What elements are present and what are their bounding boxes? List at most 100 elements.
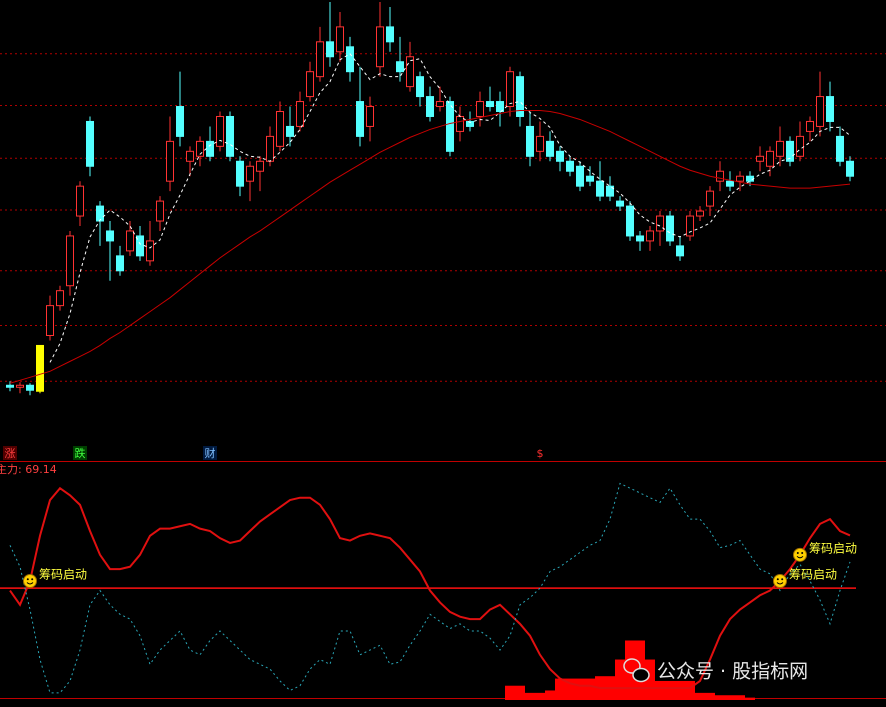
smiley-icon bbox=[793, 547, 807, 562]
candle-body bbox=[176, 106, 184, 137]
histogram-bar bbox=[725, 695, 735, 700]
candle-body bbox=[816, 96, 824, 127]
smiley-icon bbox=[23, 574, 37, 588]
smiley-icon bbox=[773, 574, 787, 588]
candle-body bbox=[306, 71, 314, 98]
candle-body bbox=[426, 96, 434, 117]
candle-body bbox=[216, 115, 224, 147]
candle-body bbox=[606, 185, 614, 197]
candle-body bbox=[46, 305, 54, 336]
histogram-bar bbox=[545, 690, 555, 700]
candle-body bbox=[736, 175, 744, 182]
histogram-bar bbox=[655, 680, 665, 700]
watermark-text: 公众号 · 股指标网 bbox=[657, 661, 808, 683]
candle-body bbox=[226, 115, 234, 157]
candle-body bbox=[506, 71, 514, 108]
candle-body bbox=[496, 101, 504, 113]
candle-body bbox=[526, 125, 534, 157]
candle-body bbox=[256, 160, 264, 172]
candle-body bbox=[766, 150, 774, 167]
candle-body bbox=[556, 150, 564, 162]
candle-body bbox=[56, 290, 64, 307]
candle-body bbox=[206, 140, 214, 157]
annotation: 筹码启动 bbox=[793, 541, 857, 562]
smiley-eye bbox=[776, 578, 779, 581]
candle-body bbox=[786, 140, 794, 162]
histogram-bar bbox=[685, 680, 695, 700]
candle-body bbox=[666, 215, 674, 242]
candle-body bbox=[756, 155, 764, 162]
candle-body bbox=[116, 255, 124, 272]
candle-body bbox=[836, 135, 844, 162]
smiley-eye bbox=[781, 578, 784, 581]
watermark-icon bbox=[632, 667, 650, 683]
histogram-bar bbox=[715, 695, 725, 700]
smiley-mouth bbox=[26, 582, 34, 585]
marker-background bbox=[3, 446, 17, 460]
candle-body bbox=[246, 165, 254, 182]
candle-body bbox=[26, 384, 34, 391]
candle-body bbox=[126, 230, 134, 252]
candle-body bbox=[726, 180, 734, 187]
histogram-bar bbox=[565, 678, 575, 700]
candle-body bbox=[396, 61, 404, 73]
candle-body bbox=[546, 140, 554, 157]
marker-background bbox=[533, 446, 547, 460]
candle-body bbox=[706, 190, 714, 207]
watermark-icon bbox=[623, 658, 641, 674]
histogram-bar bbox=[665, 680, 675, 700]
histogram-bar bbox=[745, 697, 755, 700]
annotation: 筹码启动 bbox=[773, 568, 837, 588]
candle-body bbox=[456, 115, 464, 132]
candle-body bbox=[776, 140, 784, 157]
indicator-label: 主力: 69.14 bbox=[0, 463, 57, 476]
smiley-eye bbox=[31, 578, 34, 581]
candle-body bbox=[466, 120, 474, 127]
candle-body bbox=[36, 344, 44, 392]
candle-body bbox=[596, 180, 604, 197]
indicator-line bbox=[9, 486, 851, 690]
candle-body bbox=[76, 185, 84, 217]
candle-body bbox=[156, 200, 164, 222]
candle-body bbox=[106, 230, 114, 242]
candle-body bbox=[136, 235, 144, 257]
candle-body bbox=[86, 120, 94, 167]
candle-body bbox=[826, 96, 834, 122]
candle-body bbox=[16, 384, 24, 388]
marker-label: $ bbox=[537, 447, 544, 460]
smiley-eye bbox=[26, 578, 29, 581]
candle-body bbox=[586, 175, 594, 182]
candle-body bbox=[536, 135, 544, 152]
candle-body bbox=[436, 101, 444, 108]
candle-body bbox=[196, 140, 204, 157]
candle-body bbox=[476, 101, 484, 117]
moving-average-line bbox=[9, 110, 851, 384]
candle-body bbox=[376, 26, 384, 68]
smiley-eye bbox=[796, 552, 799, 555]
candle-body bbox=[636, 235, 644, 242]
candle-body bbox=[6, 384, 14, 388]
histogram-bar bbox=[555, 678, 565, 700]
candle-body bbox=[146, 240, 154, 262]
candle-body bbox=[416, 76, 424, 98]
candle-body bbox=[646, 230, 654, 242]
candle-body bbox=[236, 160, 244, 187]
candle-body bbox=[286, 125, 294, 137]
histogram-bar bbox=[575, 678, 585, 700]
candle-body bbox=[296, 101, 304, 127]
marker-label: 跌 bbox=[75, 446, 86, 460]
histogram-bar bbox=[735, 695, 745, 700]
candle-body bbox=[316, 41, 324, 78]
annotation-text: 筹码启动 bbox=[809, 541, 857, 555]
candle-body bbox=[796, 135, 804, 157]
candle-body bbox=[846, 160, 854, 177]
candle-body bbox=[96, 205, 104, 222]
candle-body bbox=[266, 135, 274, 162]
histogram-bar bbox=[535, 692, 545, 700]
marker-background bbox=[203, 446, 217, 460]
marker-label: 涨 bbox=[5, 447, 16, 460]
histogram-bar bbox=[625, 640, 635, 700]
annotation-text: 筹码启动 bbox=[39, 568, 87, 582]
